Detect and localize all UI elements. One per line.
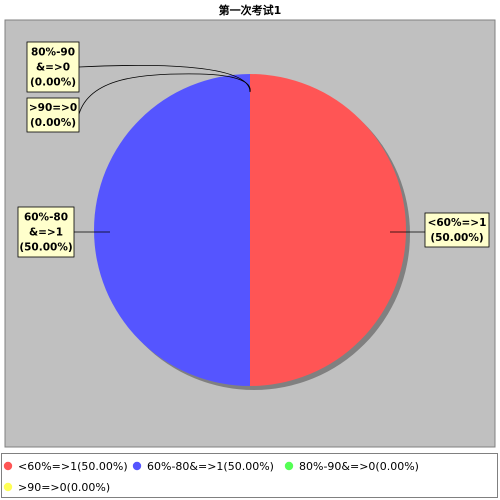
slice-label-text-2-0: 80%-90 xyxy=(31,47,75,59)
pie-slice-1 xyxy=(94,74,250,386)
legend-box xyxy=(1,453,498,498)
slice-label-text-1-1: &=>1 xyxy=(29,227,63,239)
slice-label-box-3 xyxy=(26,97,80,133)
pie-slice-0 xyxy=(250,74,406,386)
slice-label-box-1 xyxy=(17,206,75,258)
legend-item-2: 80%-90&=>0(0.00%) xyxy=(299,460,419,473)
slice-label-text-0-1: (50.00%) xyxy=(430,232,483,244)
slice-label-text-1-0: 60%-80 xyxy=(24,212,68,224)
slice-label-text-0-0: <60%=>1 xyxy=(428,217,487,229)
pie-layer xyxy=(94,74,410,390)
slice-label-box-0 xyxy=(424,212,490,248)
slice-label-box-2 xyxy=(26,41,80,93)
legend-marker-1 xyxy=(132,461,142,471)
legend-marker-2 xyxy=(284,461,294,471)
legend: <60%=>1(50.00%) 60%-80&=>1(50.00%) 80%-90&… xyxy=(3,460,419,494)
legend-item-3: >90=>0(0.00%) xyxy=(18,481,110,494)
slice-label-text-3-1: (0.00%) xyxy=(30,117,76,129)
slice-label-text-3-0: >90=>0 xyxy=(29,102,77,114)
legend-marker-3 xyxy=(3,482,13,492)
slice-label-text-1-2: (50.00%) xyxy=(19,242,72,254)
legend-item-0: <60%=>1(50.00%) xyxy=(18,460,128,473)
legend-marker-0 xyxy=(3,461,13,471)
label-leader-3 xyxy=(78,73,251,115)
label-layer: <60%=>1 (50.00%) 60%-80 &=>1 (50.00%) 80%-90 &… xyxy=(17,41,490,258)
slice-label-text-2-2: (0.00%) xyxy=(30,77,76,89)
legend-item-1: 60%-80&=>1(50.00%) xyxy=(147,460,274,473)
chart-title: 第一次考试1 xyxy=(219,3,282,17)
slice-label-text-2-1: &=>0 xyxy=(36,62,70,74)
